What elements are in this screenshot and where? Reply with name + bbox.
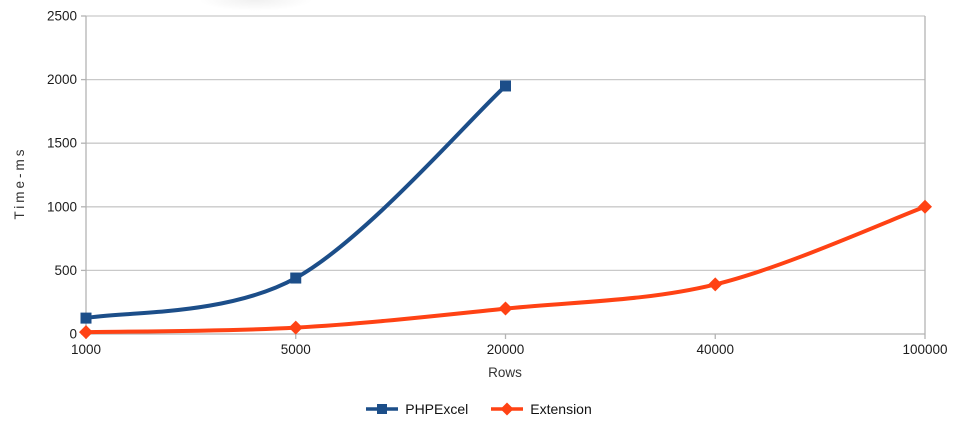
y-tick-label: 500 bbox=[54, 263, 77, 278]
data-point-extension bbox=[79, 325, 93, 340]
y-tick-label: 0 bbox=[69, 327, 77, 342]
phpexcel-series-swatch-icon bbox=[366, 404, 399, 414]
y-tick-label: 1000 bbox=[47, 199, 77, 214]
legend-label-phpexcel: PHPExcel bbox=[405, 401, 469, 417]
y-axis-title: Time-ms bbox=[12, 146, 27, 220]
x-tick-label: 100000 bbox=[902, 342, 947, 357]
data-point-phpexcel bbox=[500, 80, 511, 92]
extension-series-swatch-icon bbox=[491, 402, 524, 416]
x-tick-label: 1000 bbox=[71, 342, 101, 357]
chart-legend: PHPExcel Extension bbox=[0, 401, 957, 417]
legend-item-extension: Extension bbox=[490, 401, 592, 417]
x-axis-title: Rows bbox=[488, 365, 522, 380]
x-tick-label: 40000 bbox=[696, 342, 734, 357]
y-tick-label: 2500 bbox=[47, 9, 77, 24]
legend-label-extension: Extension bbox=[530, 401, 592, 417]
y-tick-label: 2000 bbox=[47, 72, 77, 87]
data-point-extension bbox=[498, 301, 513, 316]
legend-item-phpexcel: PHPExcel bbox=[365, 401, 468, 417]
data-point-extension bbox=[918, 199, 932, 214]
data-point-extension bbox=[288, 320, 303, 335]
data-point-phpexcel bbox=[290, 272, 302, 284]
x-tick-label: 5000 bbox=[281, 342, 311, 357]
data-point-extension bbox=[708, 277, 723, 292]
data-point-phpexcel bbox=[80, 312, 92, 324]
y-tick-label: 1500 bbox=[47, 136, 77, 151]
x-tick-label: 20000 bbox=[487, 342, 525, 357]
